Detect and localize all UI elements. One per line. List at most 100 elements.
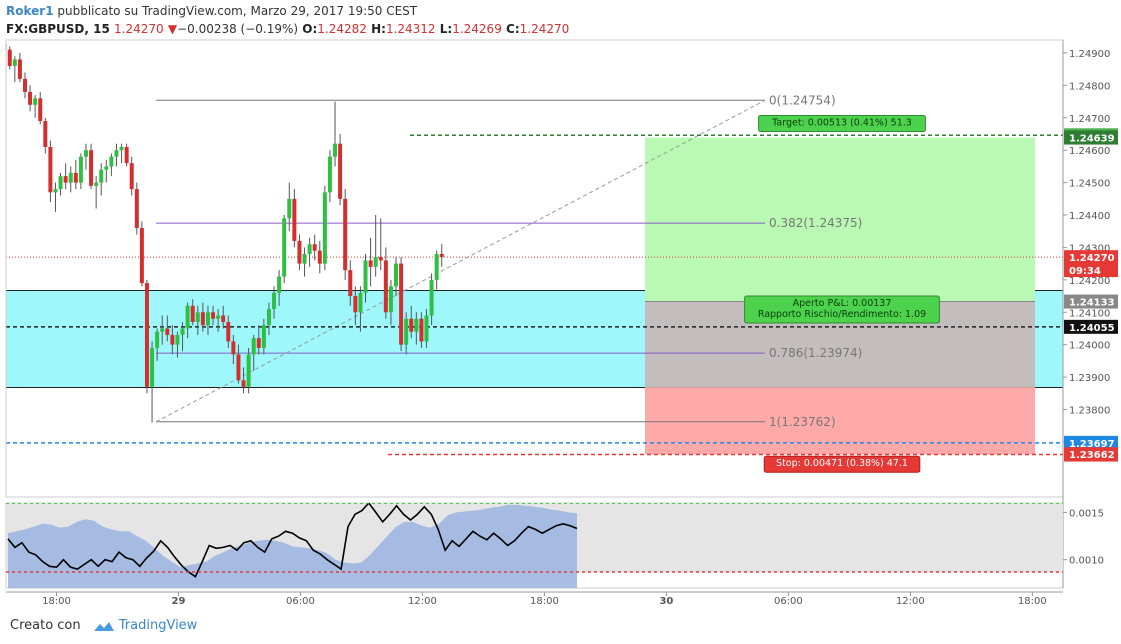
candle[interactable] <box>78 153 83 190</box>
candle[interactable] <box>312 234 317 261</box>
candle[interactable] <box>180 321 185 352</box>
candle[interactable] <box>424 309 429 348</box>
down-arrow-icon: ▼ <box>167 22 178 36</box>
candle[interactable] <box>287 182 292 232</box>
candle[interactable] <box>353 286 358 326</box>
candle[interactable] <box>246 347 251 394</box>
candle[interactable] <box>114 143 119 167</box>
candle[interactable] <box>322 185 327 271</box>
candle[interactable] <box>195 305 200 335</box>
symbol-label: FX:GBPUSD, 15 <box>6 22 110 36</box>
candle[interactable] <box>124 143 129 167</box>
candle[interactable] <box>170 325 175 355</box>
candle[interactable] <box>256 325 261 355</box>
candle[interactable] <box>399 257 404 352</box>
candle[interactable] <box>338 133 343 206</box>
candle[interactable] <box>7 46 12 70</box>
candle[interactable] <box>317 240 322 274</box>
open-label: O: <box>302 22 318 36</box>
candle[interactable] <box>409 305 414 339</box>
candle[interactable] <box>12 56 17 83</box>
candle[interactable] <box>211 305 216 326</box>
candle[interactable] <box>216 309 221 332</box>
candle[interactable] <box>43 117 48 154</box>
candle[interactable] <box>236 344 241 384</box>
candle[interactable] <box>155 328 160 361</box>
candle[interactable] <box>175 331 180 358</box>
candle[interactable] <box>144 279 149 394</box>
candle-body-down <box>17 59 22 79</box>
candle[interactable] <box>63 163 68 190</box>
candle[interactable] <box>89 143 94 190</box>
candle[interactable] <box>297 234 302 271</box>
low-value: 1.24269 <box>452 22 502 36</box>
candle[interactable] <box>358 286 363 332</box>
tradingview-brand[interactable]: TradingView <box>118 618 198 633</box>
candle[interactable] <box>419 312 424 348</box>
candle[interactable] <box>343 189 348 280</box>
candle[interactable] <box>99 163 104 196</box>
candle[interactable] <box>58 172 63 196</box>
candle[interactable] <box>17 52 22 83</box>
candle-body-down <box>89 150 94 186</box>
candle[interactable] <box>53 182 58 212</box>
candle[interactable] <box>200 302 205 332</box>
candle[interactable] <box>68 166 73 193</box>
candle[interactable] <box>378 218 383 271</box>
candle[interactable] <box>307 237 312 267</box>
candle[interactable] <box>109 153 114 177</box>
candle[interactable] <box>266 302 271 335</box>
candle[interactable] <box>261 318 266 355</box>
candle[interactable] <box>134 182 139 235</box>
candle[interactable] <box>83 143 88 170</box>
candle[interactable] <box>327 150 332 203</box>
candle[interactable] <box>165 315 170 342</box>
candle[interactable] <box>226 315 231 348</box>
candle[interactable] <box>150 341 155 423</box>
candle[interactable] <box>368 237 373 287</box>
candle[interactable] <box>383 247 388 319</box>
candle[interactable] <box>292 189 297 248</box>
candle[interactable] <box>363 253 368 303</box>
candle[interactable] <box>28 85 33 112</box>
candle[interactable] <box>185 302 190 339</box>
candle[interactable] <box>348 260 353 306</box>
price-badge-bg <box>1064 447 1118 462</box>
candle[interactable] <box>333 101 338 167</box>
candle[interactable] <box>277 270 282 306</box>
target-label: Target: 0.00513 (0.41%) 51.3 <box>758 115 926 133</box>
candle[interactable] <box>241 367 246 394</box>
candle[interactable] <box>22 72 27 99</box>
candle[interactable] <box>205 305 210 335</box>
candle[interactable] <box>221 305 226 329</box>
candle[interactable] <box>104 159 109 183</box>
time-tick-label: 12:00 <box>896 596 925 607</box>
candle[interactable] <box>373 215 378 277</box>
candle-body-down <box>419 318 424 342</box>
candle[interactable] <box>414 312 419 345</box>
candle[interactable] <box>190 299 195 326</box>
candle-body-down <box>368 260 373 267</box>
candle[interactable] <box>119 143 124 164</box>
candle[interactable] <box>73 159 78 190</box>
candle[interactable] <box>94 176 99 209</box>
candle[interactable] <box>404 312 409 355</box>
candle[interactable] <box>434 250 439 290</box>
candle[interactable] <box>251 334 256 371</box>
candle[interactable] <box>302 247 307 277</box>
author-name[interactable]: Roker1 <box>6 4 54 18</box>
candle[interactable] <box>38 91 43 125</box>
candle[interactable] <box>160 315 165 345</box>
candle[interactable] <box>231 334 236 365</box>
candle[interactable] <box>282 215 287 284</box>
candle[interactable] <box>48 140 53 203</box>
candle[interactable] <box>439 244 444 267</box>
candle[interactable] <box>139 221 144 287</box>
candle[interactable] <box>429 273 434 326</box>
candle[interactable] <box>272 286 277 319</box>
candle[interactable] <box>129 156 134 196</box>
candle[interactable] <box>33 95 38 118</box>
candle[interactable] <box>388 279 393 326</box>
candle[interactable] <box>394 257 399 297</box>
